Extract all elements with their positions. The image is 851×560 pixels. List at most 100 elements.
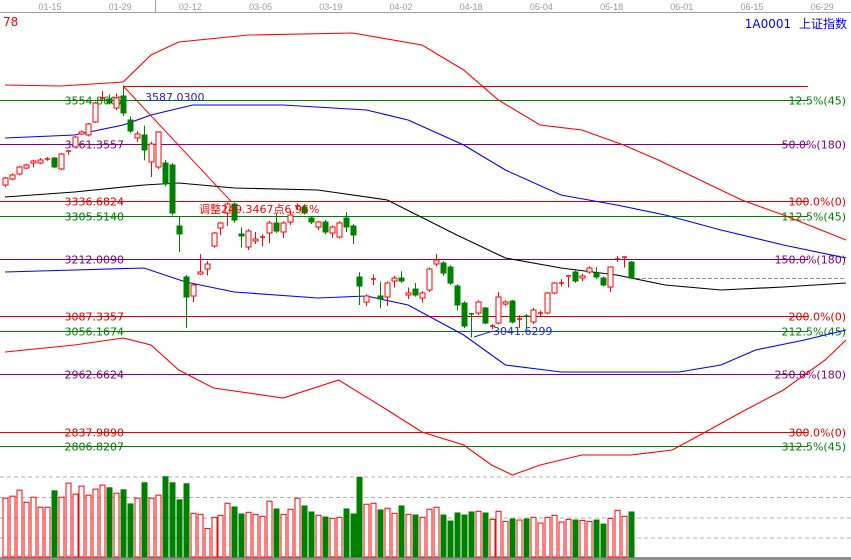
candle-body [447,266,454,284]
candle [343,212,350,233]
candle-body [78,131,85,135]
volume-bar [426,508,433,558]
fib-left-label: 3087.3357 [65,311,125,324]
volume-bar [523,518,530,558]
candle-body [224,203,231,214]
candle-body [238,233,245,237]
candle [607,266,614,293]
candle-body [16,166,23,175]
trend-line [122,85,232,202]
fib-right-label: 150.0%(180) [774,254,846,267]
volume-bar [516,519,523,558]
candle [16,165,23,176]
candle [502,300,509,306]
candle-body [148,143,155,163]
candle [197,254,204,275]
fib-right-label: 12.5%(45) [788,95,846,108]
candle [405,287,412,299]
symbol-code: 1A0001 [744,17,792,31]
fib-left-label: 3305.5140 [65,211,125,224]
candle [475,300,482,316]
volume-bar [51,490,58,558]
fib-right-label: 50.0%(180) [781,139,846,152]
candle-body [51,157,58,168]
candle-body [85,123,92,136]
candle [308,216,315,225]
candle [301,204,308,215]
volume-bar [238,513,245,558]
candle [419,291,426,303]
candle [426,267,433,293]
candle [45,157,50,161]
candle-body [113,97,120,109]
volume-bar [377,509,384,558]
candle [579,273,586,282]
candle [363,294,370,306]
candle [615,256,620,263]
candle [544,292,551,315]
index-name: 上证指数 [798,17,847,31]
candle [566,274,571,288]
candle [92,101,99,123]
candle [490,324,495,330]
candle [384,281,391,306]
candle-body [405,292,412,296]
candle [2,177,9,188]
volume-bar [280,513,287,558]
candle-body [586,267,593,273]
candle [169,163,176,216]
volume-bar [141,482,148,558]
date-tick-label: 04-02 [389,2,412,12]
volume-bar [384,507,391,558]
candle-body [461,302,468,327]
volume-bar [468,511,475,558]
volume-bar [537,522,544,558]
candle-body [217,222,224,229]
candle-body [211,232,218,247]
volume-bar [551,514,558,558]
candle [524,314,529,330]
volume-bar [273,508,280,558]
volume-bar [502,520,509,558]
candle-body [245,230,252,248]
volume-bar [607,517,614,558]
candle-body [23,164,30,169]
candle-body [231,203,238,221]
candle [30,159,37,168]
band-lower-outer [4,337,847,476]
fib-right-label: 200.0%(0) [788,311,846,324]
date-tick-label: 06-15 [740,2,763,12]
volume-bar [433,506,440,558]
volume-bar [176,499,183,558]
candle-body [141,134,148,151]
candle-body [502,301,509,305]
volume-bar [23,501,30,558]
candle [190,282,197,303]
candle-body [162,162,169,185]
candle [559,279,564,287]
candle-body [454,285,461,306]
volume-bar [190,512,197,558]
candle-body [336,222,343,238]
candle [433,254,440,267]
volume-bar [266,500,273,558]
volume-bar [565,518,572,558]
candle [454,284,461,311]
candle [217,221,224,236]
candle-body [58,153,65,170]
fib-right-label: 112.5%(45) [781,211,846,224]
candle-body [509,300,516,323]
candle-body [433,259,440,265]
volume-bar [72,493,79,558]
fib-right-label: 250.0%(180) [774,369,846,382]
candle-body [322,221,329,233]
candle [295,203,300,210]
volume-bar [134,497,141,558]
candle-body [183,276,190,298]
volume-bar [412,514,419,558]
volume-bar [614,509,621,558]
band-lower-inner [4,267,847,373]
symbol-title: 1A0001 上证指数 [745,15,847,32]
candle [482,306,489,325]
low-price-label: 3041.6299 [493,325,553,338]
